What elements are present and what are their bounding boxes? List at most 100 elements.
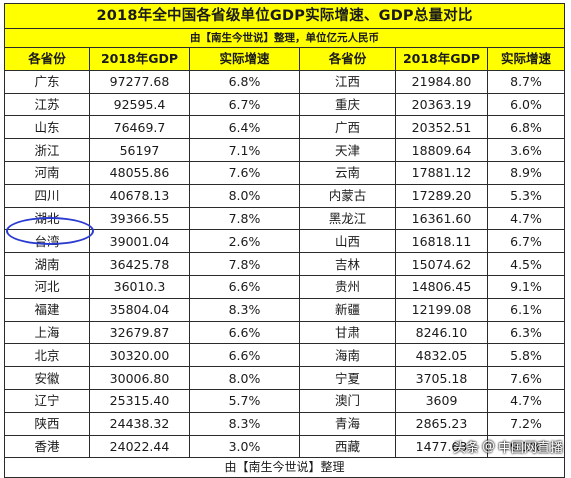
province-cell: 江苏 <box>4 92 90 117</box>
growth-cell: 6.6% <box>189 320 300 345</box>
growth-cell: 6.3% <box>486 320 566 345</box>
province-cell: 香港 <box>4 434 90 459</box>
table-row: 上海 32679.87 6.6% 甘肃 8246.10 6.3% <box>4 320 566 345</box>
gdp-cell: 92595.4 <box>89 92 190 117</box>
province-cell: 宁夏 <box>299 366 396 390</box>
gdp-cell: 39001.04 <box>89 229 190 254</box>
growth-cell: 7.1% <box>189 138 300 162</box>
growth-cell: 9.1% <box>486 274 566 299</box>
table-row: 四川 40678.13 8.0% 内蒙古 17289.20 5.3% <box>4 183 566 208</box>
gdp-cell: 56197 <box>89 138 190 162</box>
gdp-cell: 76469.7 <box>89 115 190 140</box>
gdp-cell: 18809.64 <box>395 138 488 162</box>
growth-cell: 7.6% <box>486 366 566 390</box>
growth-cell: 6.6% <box>189 343 300 368</box>
province-cell: 浙江 <box>4 138 90 162</box>
column-header-gdp: 2018年GDP <box>89 47 190 71</box>
growth-cell: 8.7% <box>486 69 566 94</box>
growth-cell: 4.5% <box>486 252 566 276</box>
table-row: 湖北 39366.55 7.8% 黑龙江 16361.60 4.7% <box>4 206 566 231</box>
growth-cell: 8.3% <box>189 411 300 436</box>
province-cell: 天津 <box>299 138 396 162</box>
gdp-cell: 40678.13 <box>89 183 190 208</box>
gdp-cell: 17881.12 <box>395 160 488 185</box>
gdp-cell: 1477.63 <box>395 434 488 459</box>
table-row: 北京 30320.00 6.6% 海南 4832.05 5.8% <box>4 343 566 368</box>
growth-cell: 7.8% <box>189 252 300 276</box>
gdp-table-page: 2018年全中国各省级单位GDP实际增速、GDP总量对比 由【南生今世说】整理，… <box>3 3 566 478</box>
province-cell: 海南 <box>299 343 396 368</box>
gdp-cell: 24022.44 <box>89 434 190 459</box>
growth-cell: 4.7% <box>486 388 566 413</box>
table-row: 台湾 39001.04 2.6% 山西 16818.11 6.7% <box>4 229 566 254</box>
table-body: 广东 97277.68 6.8% 江西 21984.80 8.7% 江苏 92595.4 6.7… <box>4 69 566 459</box>
growth-cell: 6.8% <box>189 69 300 94</box>
at-icon: @ <box>481 439 495 454</box>
watermark-account: 中国网直播 <box>497 441 563 456</box>
table-row: 浙江 56197 7.1% 天津 18809.64 3.6% <box>4 138 566 162</box>
table-row: 陕西 24438.32 8.3% 青海 2865.23 7.2% <box>4 411 566 436</box>
gdp-cell: 14806.45 <box>395 274 488 299</box>
table-footer: 由【南生今世说】整理 <box>3 457 566 478</box>
province-cell: 甘肃 <box>299 320 396 345</box>
province-cell: 陕西 <box>4 411 90 436</box>
growth-cell: 6.6% <box>189 274 300 299</box>
province-cell: 四川 <box>4 183 90 208</box>
province-cell: 福建 <box>4 297 90 322</box>
table-row: 福建 35804.04 8.3% 新疆 12199.08 6.1% <box>4 297 566 322</box>
growth-cell: 8.0% <box>189 366 300 390</box>
province-cell: 湖北 <box>4 206 90 231</box>
province-cell: 山西 <box>299 229 396 254</box>
table-row: 江苏 92595.4 6.7% 重庆 20363.19 6.0% <box>4 92 566 117</box>
gdp-cell: 32679.87 <box>89 320 190 345</box>
table-row: 香港 24022.44 3.0% 西藏 1477.63 9.1% <box>4 434 566 459</box>
province-cell: 西藏 <box>299 434 396 459</box>
watermark: 头条 @ 中国网直播 <box>453 437 563 456</box>
province-cell: 吉林 <box>299 252 396 276</box>
province-cell: 广东 <box>4 69 90 94</box>
table-row: 山东 76469.7 6.4% 广西 20352.51 6.8% <box>4 115 566 140</box>
gdp-cell: 24438.32 <box>89 411 190 436</box>
column-header-growth: 实际增速 <box>486 47 566 71</box>
table-subtitle: 由【南生今世说】整理，单位亿元人民币 <box>3 28 566 48</box>
province-cell: 云南 <box>299 160 396 185</box>
column-header-gdp: 2018年GDP <box>395 47 488 71</box>
growth-cell: 3.6% <box>486 138 566 162</box>
gdp-cell: 30006.80 <box>89 366 190 390</box>
province-cell: 河南 <box>4 160 90 185</box>
growth-cell: 3.0% <box>189 434 300 459</box>
growth-cell: 7.2% <box>486 411 566 436</box>
column-header-growth: 实际增速 <box>189 47 300 71</box>
province-cell: 江西 <box>299 69 396 94</box>
gdp-cell: 39366.55 <box>89 206 190 231</box>
province-cell: 澳门 <box>299 388 396 413</box>
watermark-brand: 头条 <box>452 441 479 456</box>
gdp-cell: 12199.08 <box>395 297 488 322</box>
province-cell: 广西 <box>299 115 396 140</box>
growth-cell: 8.3% <box>189 297 300 322</box>
gdp-cell: 25315.40 <box>89 388 190 413</box>
table-row: 辽宁 25315.40 5.7% 澳门 3609 4.7% <box>4 388 566 413</box>
province-cell: 新疆 <box>299 297 396 322</box>
table-row: 湖南 36425.78 7.8% 吉林 15074.62 4.5% <box>4 252 566 276</box>
gdp-cell: 17289.20 <box>395 183 488 208</box>
table-title: 2018年全中国各省级单位GDP实际增速、GDP总量对比 <box>3 3 566 29</box>
province-cell: 重庆 <box>299 92 396 117</box>
gdp-cell: 4832.05 <box>395 343 488 368</box>
growth-cell: 6.8% <box>486 115 566 140</box>
growth-cell: 7.8% <box>189 206 300 231</box>
growth-cell: 7.6% <box>189 160 300 185</box>
gdp-cell: 35804.04 <box>89 297 190 322</box>
gdp-comparison-table: 2018年全中国各省级单位GDP实际增速、GDP总量对比 由【南生今世说】整理，… <box>3 3 566 478</box>
province-cell: 贵州 <box>299 274 396 299</box>
gdp-cell: 3705.18 <box>395 366 488 390</box>
growth-cell: 4.7% <box>486 206 566 231</box>
gdp-cell: 16361.60 <box>395 206 488 231</box>
growth-cell: 6.0% <box>486 92 566 117</box>
table-row: 河南 48055.86 7.6% 云南 17881.12 8.9% <box>4 160 566 185</box>
column-header-province: 各省份 <box>299 47 396 71</box>
province-cell: 青海 <box>299 411 396 436</box>
growth-cell: 5.8% <box>486 343 566 368</box>
gdp-cell: 21984.80 <box>395 69 488 94</box>
gdp-cell: 16818.11 <box>395 229 488 254</box>
